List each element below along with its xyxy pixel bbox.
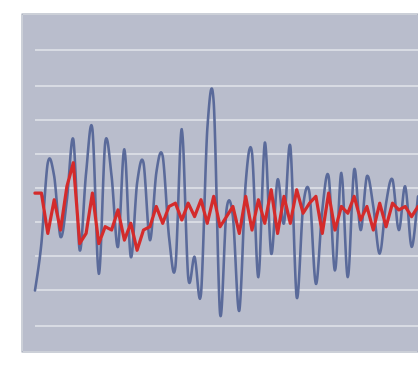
plot-border xyxy=(21,13,418,353)
series-line-blue xyxy=(33,87,418,318)
grid-layer xyxy=(35,49,418,327)
series-line-red xyxy=(33,161,418,252)
series-layer xyxy=(33,87,418,318)
